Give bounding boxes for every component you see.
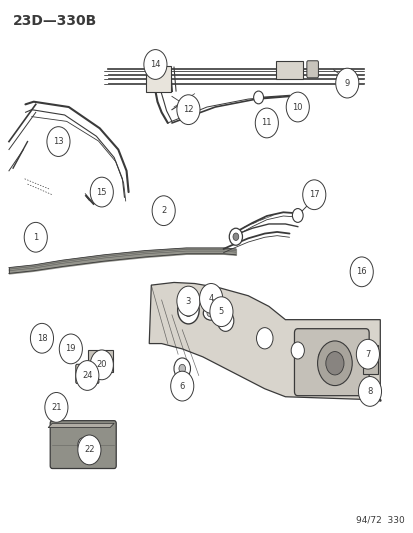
FancyBboxPatch shape <box>275 61 302 79</box>
Polygon shape <box>149 282 380 399</box>
Circle shape <box>209 297 233 327</box>
Circle shape <box>170 371 193 401</box>
FancyBboxPatch shape <box>306 61 318 78</box>
Text: 11: 11 <box>261 118 271 127</box>
Text: 23D—330B: 23D—330B <box>13 14 97 28</box>
Text: 16: 16 <box>356 268 366 276</box>
Circle shape <box>285 92 309 122</box>
Circle shape <box>46 400 54 410</box>
Circle shape <box>358 376 381 406</box>
Circle shape <box>351 263 365 280</box>
Circle shape <box>233 233 238 240</box>
FancyBboxPatch shape <box>363 345 377 374</box>
Circle shape <box>317 341 351 385</box>
Circle shape <box>144 50 166 79</box>
Circle shape <box>152 196 175 225</box>
Circle shape <box>335 68 358 98</box>
Circle shape <box>255 108 278 138</box>
Circle shape <box>76 361 99 390</box>
Text: 4: 4 <box>208 294 213 303</box>
Circle shape <box>292 208 302 222</box>
Ellipse shape <box>203 306 218 320</box>
Circle shape <box>90 350 113 379</box>
Polygon shape <box>62 341 77 360</box>
FancyBboxPatch shape <box>34 331 44 339</box>
Text: 12: 12 <box>183 105 193 114</box>
Circle shape <box>183 304 193 317</box>
Circle shape <box>253 91 263 104</box>
Text: 8: 8 <box>366 387 372 396</box>
Circle shape <box>222 317 228 325</box>
Text: 17: 17 <box>308 190 319 199</box>
Circle shape <box>24 222 47 252</box>
Text: 6: 6 <box>179 382 185 391</box>
Circle shape <box>290 342 304 359</box>
Ellipse shape <box>318 350 334 364</box>
Text: 19: 19 <box>65 344 76 353</box>
Circle shape <box>59 334 82 364</box>
Text: 20: 20 <box>96 360 107 369</box>
Text: 94/72  330: 94/72 330 <box>356 515 404 524</box>
Circle shape <box>47 127 70 157</box>
Circle shape <box>229 228 242 245</box>
Circle shape <box>45 392 68 422</box>
Text: 21: 21 <box>51 403 62 412</box>
Text: 3: 3 <box>185 296 191 305</box>
Text: 9: 9 <box>344 78 349 87</box>
Text: 22: 22 <box>84 446 95 455</box>
Circle shape <box>356 340 379 369</box>
Text: 10: 10 <box>292 102 302 111</box>
Circle shape <box>177 296 199 324</box>
FancyBboxPatch shape <box>294 329 368 395</box>
Circle shape <box>311 194 320 205</box>
Circle shape <box>173 358 190 379</box>
Circle shape <box>176 286 199 316</box>
Circle shape <box>176 95 199 125</box>
Circle shape <box>178 365 185 373</box>
Circle shape <box>302 180 325 209</box>
Circle shape <box>90 177 113 207</box>
Text: 2: 2 <box>161 206 166 215</box>
Circle shape <box>363 386 371 395</box>
Text: 13: 13 <box>53 137 64 146</box>
FancyBboxPatch shape <box>183 98 195 108</box>
Polygon shape <box>48 423 114 427</box>
Circle shape <box>78 438 88 451</box>
Text: 5: 5 <box>218 307 223 316</box>
Circle shape <box>217 310 233 332</box>
FancyBboxPatch shape <box>88 350 113 372</box>
FancyBboxPatch shape <box>146 66 170 92</box>
Text: 14: 14 <box>150 60 160 69</box>
Ellipse shape <box>206 310 215 317</box>
Circle shape <box>30 324 53 353</box>
Text: 7: 7 <box>364 350 370 359</box>
Circle shape <box>325 352 343 375</box>
Circle shape <box>78 435 101 465</box>
Text: 24: 24 <box>82 371 93 380</box>
FancyBboxPatch shape <box>76 365 99 383</box>
Text: 18: 18 <box>37 334 47 343</box>
Circle shape <box>355 268 361 276</box>
FancyBboxPatch shape <box>50 421 116 469</box>
Circle shape <box>199 284 222 313</box>
Text: 15: 15 <box>96 188 107 197</box>
Text: 1: 1 <box>33 233 38 242</box>
Circle shape <box>349 257 373 287</box>
Circle shape <box>256 328 272 349</box>
